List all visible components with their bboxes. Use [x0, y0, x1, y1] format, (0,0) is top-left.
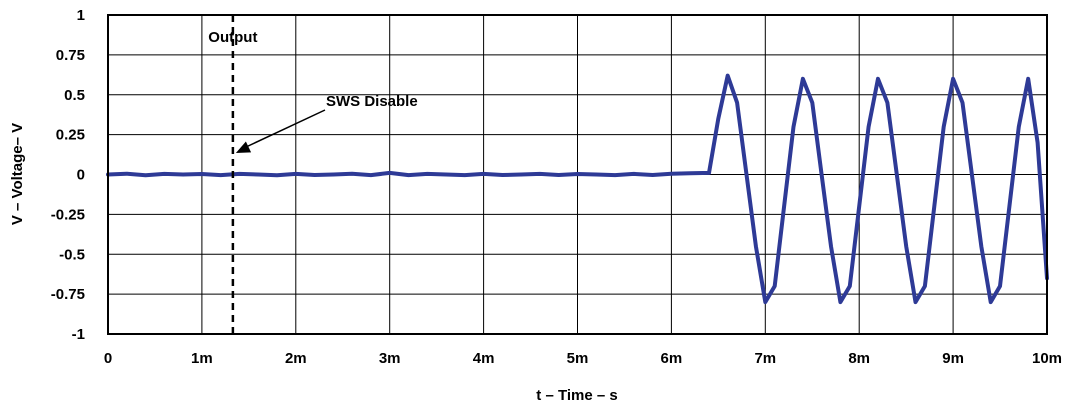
x-tick-label: 10m	[1032, 350, 1062, 367]
output-label: Output	[208, 29, 257, 46]
plot-frame	[107, 14, 1048, 335]
x-tick-label: 6m	[661, 350, 683, 367]
y-axis-title: V – Voltage– V	[9, 123, 26, 225]
y-tick-label: 0.5	[64, 87, 85, 104]
x-tick-label: 9m	[942, 350, 964, 367]
sws-disable-annotation: SWS Disable	[326, 93, 418, 110]
x-tick-label: 4m	[473, 350, 495, 367]
x-tick-label: 2m	[285, 350, 307, 367]
series-layer	[106, 73, 1049, 305]
y-tick-label: 0.25	[56, 127, 85, 144]
y-tick-label: 0	[77, 167, 85, 184]
x-tick-label: 0	[104, 350, 112, 367]
y-tick-label: -0.5	[59, 246, 85, 263]
y-tick-label: 1	[77, 7, 85, 24]
marker-layer: Output SWS Disable	[208, 15, 418, 334]
y-tick-label: -1	[72, 326, 85, 343]
sws-disable-arrow-line	[243, 109, 326, 149]
y-tick-label: -0.75	[51, 286, 85, 303]
x-tick-label: 7m	[754, 350, 776, 367]
x-axis-ticks: 0 1m 2m 3m 4m 5m 6m 7m 8m 9m 10m	[104, 350, 1062, 367]
x-tick-label: 3m	[379, 350, 401, 367]
sws-disable-arrowhead	[235, 141, 252, 153]
voltage-series-line	[106, 73, 1049, 305]
y-tick-label: -0.25	[51, 206, 85, 223]
y-axis-ticks: 1 0.75 0.5 0.25 0 -0.25 -0.5 -0.75 -1	[51, 7, 85, 343]
x-tick-label: 1m	[191, 350, 213, 367]
x-axis-title: t – Time – s	[536, 387, 617, 404]
x-tick-label: 5m	[567, 350, 589, 367]
y-tick-label: 0.75	[56, 47, 85, 64]
x-tick-label: 8m	[848, 350, 870, 367]
